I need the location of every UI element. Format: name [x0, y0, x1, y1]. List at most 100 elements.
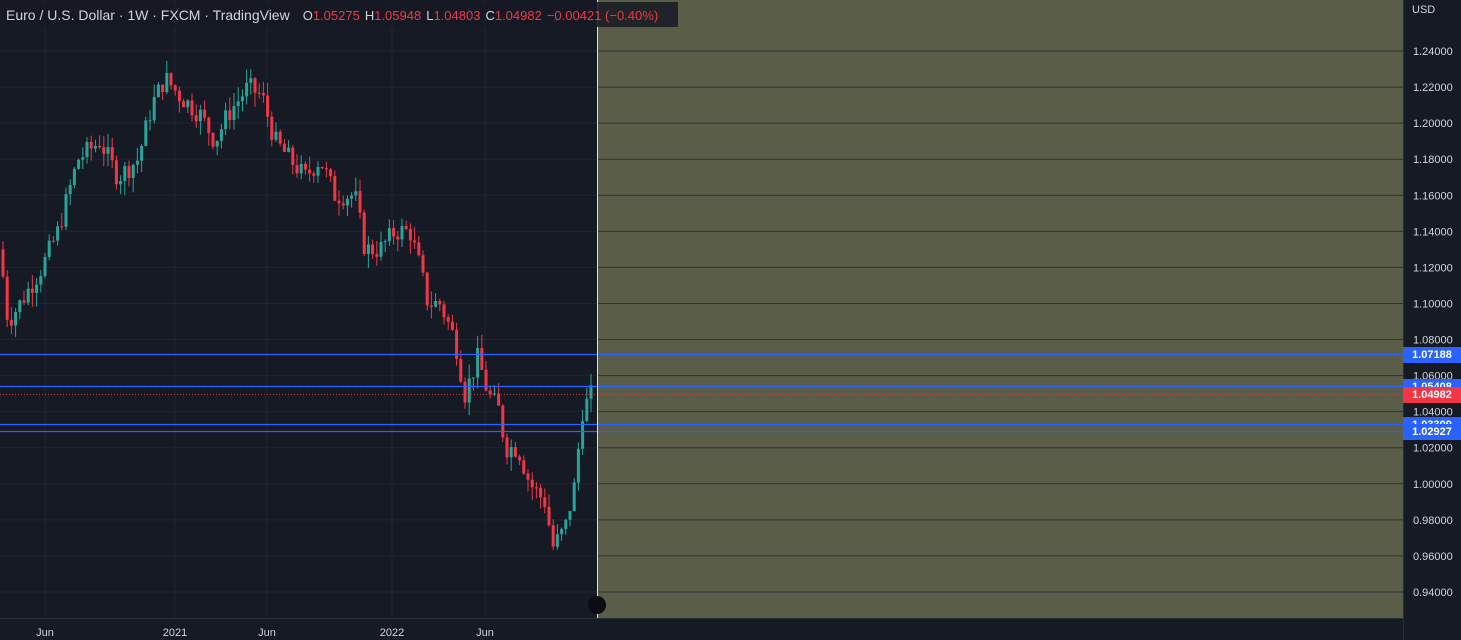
- symbol-title[interactable]: Euro / U.S. Dollar · 1W · FXCM · Trading…: [6, 7, 290, 23]
- candle-body: [249, 78, 253, 83]
- candle-body: [152, 97, 156, 121]
- time-tick-label: Jun: [476, 627, 494, 639]
- candle-body: [245, 82, 249, 97]
- currency-unit[interactable]: USD: [1412, 4, 1436, 16]
- candle-body: [324, 168, 328, 170]
- replay-handle[interactable]: [588, 596, 606, 614]
- candle-body: [26, 288, 30, 303]
- candle-body: [1, 249, 5, 277]
- candle-body: [77, 159, 81, 169]
- candle-body: [295, 164, 299, 174]
- candle-body: [564, 519, 568, 530]
- candle-body: [186, 100, 190, 108]
- price-tick-label: 1.08000: [1413, 335, 1453, 347]
- candle-body: [236, 101, 240, 107]
- price-tick-label: 0.98000: [1413, 515, 1453, 527]
- candle-body: [316, 167, 320, 176]
- price-tick-label: 1.22000: [1413, 82, 1453, 94]
- candle-body: [135, 160, 139, 165]
- candle-body: [278, 131, 282, 144]
- candle-body: [47, 240, 51, 257]
- candle-body: [543, 497, 547, 507]
- candle-body: [93, 146, 97, 149]
- low-value: 1.04803: [433, 7, 481, 23]
- time-tick-label: Jun: [36, 627, 54, 639]
- candle-body: [459, 359, 463, 382]
- candle-body: [350, 195, 354, 199]
- candle-body: [484, 369, 488, 391]
- candle-body: [190, 100, 194, 116]
- candle-body: [102, 147, 106, 154]
- candle-body: [467, 378, 471, 403]
- candle-body: [362, 212, 366, 254]
- candle-body: [589, 385, 593, 399]
- candle-body: [341, 203, 345, 206]
- price-tag-line-1[interactable]: 1.07188: [1403, 346, 1461, 363]
- candle-body: [207, 117, 211, 134]
- price-tick-label: 1.10000: [1413, 298, 1453, 310]
- candle-body: [337, 200, 341, 204]
- candle-body: [534, 487, 538, 489]
- candle-body: [354, 191, 358, 196]
- last-price-tag: 1.04982: [1403, 386, 1461, 403]
- candle-body: [555, 534, 559, 547]
- candle-body: [30, 288, 34, 293]
- candle-body: [173, 85, 177, 91]
- price-tick-label: 1.20000: [1413, 118, 1453, 130]
- candle-body: [547, 506, 551, 526]
- candle-body: [568, 511, 572, 520]
- candle-body: [312, 173, 316, 176]
- candle-body: [177, 90, 181, 102]
- candle-body: [198, 109, 202, 122]
- candle-body: [22, 300, 26, 303]
- candle-body: [85, 141, 89, 158]
- candle-body: [417, 242, 421, 256]
- price-tick-label: 0.96000: [1413, 551, 1453, 563]
- candle-body: [551, 525, 555, 547]
- time-tick-label: Jun: [258, 627, 276, 639]
- change-value: −0.00421 (−0.40%): [546, 7, 659, 23]
- candle-body: [119, 181, 123, 185]
- candle-body: [526, 473, 530, 480]
- time-tick-label: 2022: [380, 627, 404, 639]
- candle-body: [513, 447, 517, 457]
- candle-body: [308, 169, 312, 174]
- candle-body: [345, 198, 349, 206]
- candle-body: [509, 447, 513, 458]
- candle-body: [371, 244, 375, 255]
- price-tick-label: 1.18000: [1413, 154, 1453, 166]
- candle-body: [392, 228, 396, 237]
- candle-body: [446, 317, 450, 322]
- price-tick-label: 1.16000: [1413, 190, 1453, 202]
- candle-body: [291, 147, 295, 165]
- candle-body: [274, 131, 278, 140]
- candle-body: [60, 226, 64, 228]
- candle-body: [161, 84, 165, 93]
- candle-body: [455, 329, 459, 360]
- candle-body: [228, 110, 232, 120]
- candle-body: [450, 321, 454, 330]
- open-value: 1.05275: [312, 7, 360, 23]
- candle-body: [68, 185, 72, 195]
- candle-body: [253, 78, 257, 93]
- candle-body: [106, 147, 110, 154]
- candle-body: [282, 143, 286, 152]
- candle-body: [518, 456, 522, 461]
- candle-body: [375, 254, 379, 257]
- price-tag-line-4[interactable]: 1.02927: [1403, 423, 1461, 440]
- chart-legend: Euro / U.S. Dollar · 1W · FXCM · Trading…: [6, 5, 658, 25]
- candle-body: [89, 141, 93, 149]
- candle-body: [215, 140, 219, 147]
- open-label: O: [302, 7, 313, 23]
- candle-body: [194, 115, 198, 122]
- candle-body: [299, 163, 303, 174]
- candle-body: [9, 319, 13, 326]
- candle-body: [240, 96, 244, 102]
- candle-body: [140, 145, 144, 161]
- candle-body: [404, 226, 408, 229]
- high-value: 1.05948: [374, 7, 422, 23]
- candle-body: [366, 244, 370, 254]
- candle-body: [413, 240, 417, 243]
- candle-body: [585, 398, 589, 422]
